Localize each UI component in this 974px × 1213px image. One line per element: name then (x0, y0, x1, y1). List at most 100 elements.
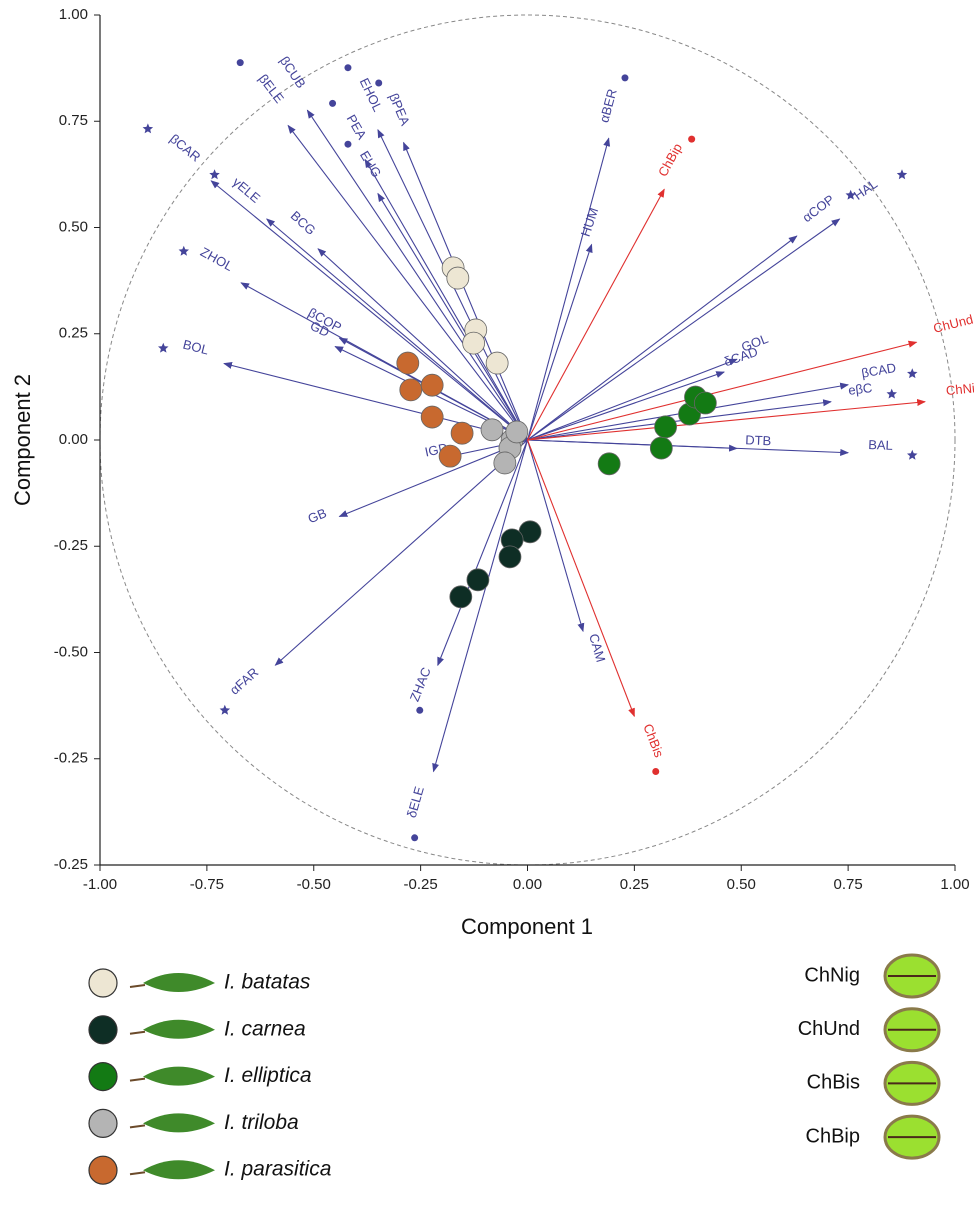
vector-label: βCAR (167, 131, 204, 165)
vector-end-dot (344, 64, 351, 71)
vector-end-star (907, 450, 918, 460)
x-tick-label: -0.75 (190, 876, 224, 893)
leaf-stem (130, 1172, 145, 1174)
legend-label: I. parasitica (224, 1158, 331, 1181)
vector-label: GB (306, 505, 329, 526)
vector-label: ChUnd (932, 311, 974, 335)
legend-label: I. carnea (224, 1017, 306, 1040)
vector-label: βCAD (860, 360, 897, 381)
vector-end-star (897, 169, 907, 179)
vector-end-dot (375, 80, 382, 87)
vector-label: PEA (344, 112, 370, 142)
loading-arrow (275, 440, 527, 665)
legend-label: I. batatas (224, 971, 311, 994)
vector-end-star (158, 343, 169, 353)
score-point (486, 352, 508, 374)
vector-end-star (220, 705, 231, 715)
leaf-icon (143, 1067, 215, 1086)
score-point (655, 416, 677, 438)
loading-arrow (528, 402, 926, 440)
x-tick-label: 0.00 (513, 876, 542, 893)
vector-end-dot (688, 136, 695, 143)
score-point (397, 352, 419, 374)
vector-label: αFAR (227, 665, 261, 698)
x-axis-title: Component 1 (461, 914, 593, 939)
legend-swatch (89, 969, 117, 997)
y-tick-label: -0.25 (54, 537, 88, 554)
vector-end-dot (411, 834, 418, 841)
vector-label: BCG (288, 208, 319, 238)
y-tick-label: -0.25 (54, 750, 88, 767)
y-tick-label: 0.50 (59, 218, 88, 235)
legend-label: I. triloba (224, 1111, 299, 1134)
score-point (450, 586, 472, 608)
leaf-stem (130, 1079, 145, 1081)
leaf-stem (130, 985, 145, 987)
legend-swatch (89, 1063, 117, 1091)
vector-end-star (143, 123, 154, 133)
loading-arrow (528, 440, 849, 453)
y-tick-label: 0.75 (59, 112, 88, 129)
vector-end-star (179, 246, 189, 256)
loading-arrow (211, 181, 527, 440)
insect-legend-label: ChBip (806, 1125, 860, 1147)
x-tick-label: -0.25 (404, 876, 438, 893)
score-point (447, 267, 469, 289)
vector-label: βCUB (277, 54, 309, 91)
leaf-stem (130, 1032, 145, 1034)
vector-label: αBER (596, 87, 619, 124)
insect-legend-label: ChUnd (798, 1018, 860, 1040)
leaf-icon (143, 1113, 215, 1132)
y-tick-label: 1.00 (59, 6, 88, 23)
vector-label: αCOP (800, 192, 838, 225)
vector-label: ChBip (655, 141, 685, 179)
score-point (467, 569, 489, 591)
vector-end-dot (621, 74, 628, 81)
loading-arrow (528, 189, 665, 440)
vector-end-dot (652, 768, 659, 775)
vector-end-star (887, 389, 898, 399)
vector-label: EUG (357, 148, 384, 180)
vector-label: HUM (578, 206, 601, 239)
vector-end-star (907, 368, 918, 378)
vector-label: δCAD (722, 344, 760, 370)
vector-label: eβC (847, 380, 873, 398)
leaf-icon (143, 1020, 215, 1039)
score-point (463, 332, 485, 354)
vector-end-dot (344, 141, 351, 148)
x-tick-label: 0.75 (834, 876, 863, 893)
vector-label: βPEA (386, 91, 413, 128)
loading-arrow (365, 160, 527, 441)
x-tick-label: 0.25 (620, 876, 649, 893)
score-point (451, 422, 473, 444)
y-axis-title: Component 2 (10, 374, 35, 506)
score-point (400, 379, 422, 401)
legend-label: I. elliptica (224, 1064, 312, 1087)
leaf-stem (130, 1125, 145, 1127)
loading-arrow (378, 194, 528, 441)
loading-arrow (433, 440, 527, 772)
x-tick-label: 0.50 (727, 876, 756, 893)
loading-arrow (528, 440, 635, 716)
chart: Component 1 Component 2 -1.00-0.75-0.50-… (0, 0, 974, 1208)
x-tick-label: -1.00 (83, 876, 117, 893)
score-point (439, 445, 461, 467)
legend-swatch (89, 1016, 117, 1044)
vector-label: γELE (230, 174, 264, 206)
y-tick-label: -0.25 (54, 856, 88, 873)
vector-label: ZHAC (407, 665, 434, 703)
vector-label: BAL (868, 437, 893, 453)
score-point (494, 452, 516, 474)
score-point (421, 374, 443, 396)
loading-arrow (528, 245, 592, 441)
vector-label: βELE (256, 71, 288, 106)
legend-swatch (89, 1156, 117, 1184)
legend-swatch (89, 1109, 117, 1137)
vector-label: ChNig (945, 380, 974, 398)
vector-label: HAL (851, 176, 880, 203)
vector-label: δELE (404, 784, 427, 819)
score-point (598, 453, 620, 475)
insect-legend-label: ChBis (807, 1072, 860, 1094)
score-point (506, 421, 528, 443)
loading-arrow (404, 143, 528, 441)
